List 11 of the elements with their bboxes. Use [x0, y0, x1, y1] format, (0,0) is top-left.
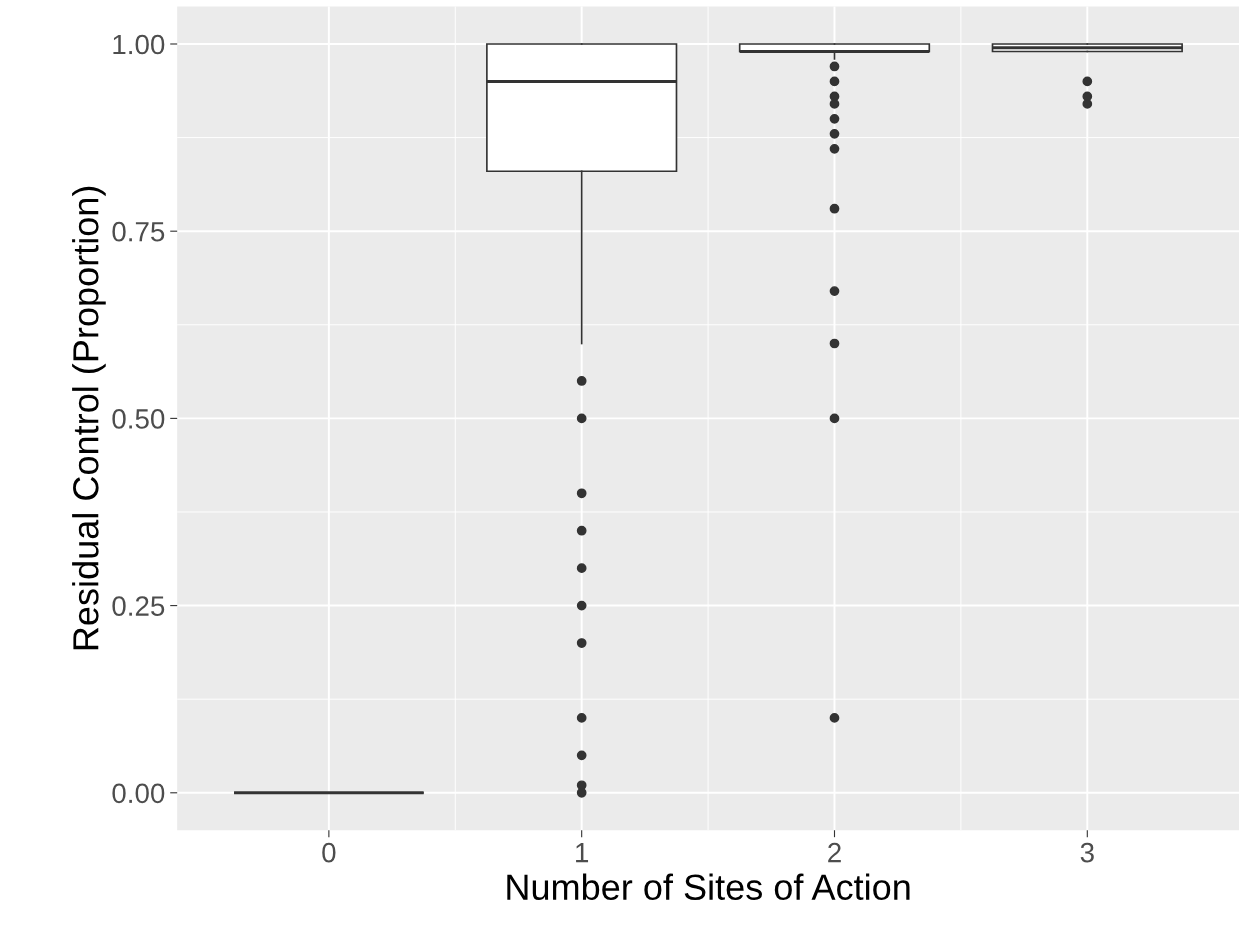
y-tick-label: 0.75 — [112, 221, 165, 242]
x-tick-label: 2 — [828, 842, 841, 863]
y-tick-label: 0.25 — [112, 596, 165, 616]
y-axis-title: Residual Control (Proportion) — [72, 186, 106, 650]
x-tick-label: 0 — [322, 842, 336, 863]
y-tick-label: 1.00 — [113, 34, 165, 55]
y-tick-label: 0.50 — [112, 409, 165, 429]
x-tick-label: 3 — [1080, 842, 1094, 863]
y-tick-label: 0.00 — [112, 783, 165, 804]
x-tick-label: 1 — [576, 843, 589, 863]
x-axis-title: Number of Sites of Action — [507, 873, 910, 901]
